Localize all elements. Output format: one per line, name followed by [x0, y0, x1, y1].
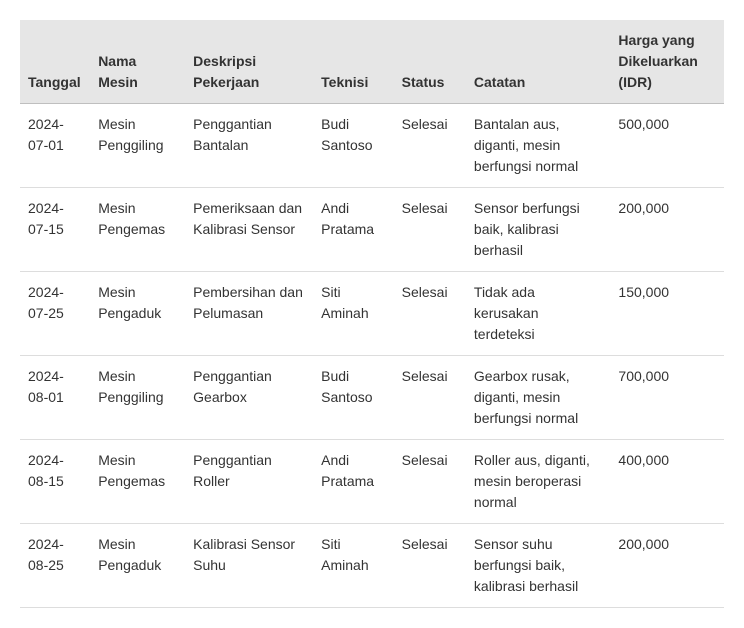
table-body: 2024-07-01Mesin PenggilingPenggantian Ba… — [20, 104, 724, 608]
cell-status: Selesai — [394, 356, 466, 440]
cell-catatan: Roller aus, diganti, mesin beroperasi no… — [466, 440, 611, 524]
cell-harga: 700,000 — [610, 356, 724, 440]
cell-deskripsi: Penggantian Bantalan — [185, 104, 313, 188]
cell-status: Selesai — [394, 524, 466, 608]
cell-teknisi: Andi Pratama — [313, 440, 394, 524]
table-row: 2024-08-25Mesin PengadukKalibrasi Sensor… — [20, 524, 724, 608]
cell-mesin: Mesin Pengaduk — [90, 524, 185, 608]
cell-catatan: Gearbox rusak, diganti, mesin berfungsi … — [466, 356, 611, 440]
cell-deskripsi: Kalibrasi Sensor Suhu — [185, 524, 313, 608]
cell-tanggal: 2024-07-01 — [20, 104, 90, 188]
cell-catatan: Sensor berfungsi baik, kalibrasi berhasi… — [466, 188, 611, 272]
table-row: 2024-07-25Mesin PengadukPembersihan dan … — [20, 272, 724, 356]
cell-deskripsi: Penggantian Roller — [185, 440, 313, 524]
cell-deskripsi: Pembersihan dan Pelumasan — [185, 272, 313, 356]
table-row: 2024-08-01Mesin PenggilingPenggantian Ge… — [20, 356, 724, 440]
cell-harga: 400,000 — [610, 440, 724, 524]
cell-catatan: Sensor suhu berfungsi baik, kalibrasi be… — [466, 524, 611, 608]
cell-catatan: Bantalan aus, diganti, mesin berfungsi n… — [466, 104, 611, 188]
col-status: Status — [394, 20, 466, 104]
col-catatan: Catatan — [466, 20, 611, 104]
cell-tanggal: 2024-07-15 — [20, 188, 90, 272]
cell-tanggal: 2024-08-01 — [20, 356, 90, 440]
cell-teknisi: Budi Santoso — [313, 356, 394, 440]
cell-harga: 500,000 — [610, 104, 724, 188]
cell-teknisi: Siti Aminah — [313, 524, 394, 608]
col-tanggal: Tanggal — [20, 20, 90, 104]
cell-mesin: Mesin Penggiling — [90, 356, 185, 440]
col-deskripsi: Deskripsi Pekerjaan — [185, 20, 313, 104]
log-table: Tanggal Nama Mesin Deskripsi Pekerjaan T… — [20, 20, 724, 608]
cell-teknisi: Budi Santoso — [313, 104, 394, 188]
table-row: 2024-07-01Mesin PenggilingPenggantian Ba… — [20, 104, 724, 188]
cell-tanggal: 2024-08-25 — [20, 524, 90, 608]
cell-status: Selesai — [394, 440, 466, 524]
cell-catatan: Tidak ada kerusakan terdeteksi — [466, 272, 611, 356]
cell-deskripsi: Penggantian Gearbox — [185, 356, 313, 440]
cell-tanggal: 2024-08-15 — [20, 440, 90, 524]
cell-deskripsi: Pemeriksaan dan Kalibrasi Sensor — [185, 188, 313, 272]
cell-mesin: Mesin Penggiling — [90, 104, 185, 188]
cell-tanggal: 2024-07-25 — [20, 272, 90, 356]
cell-status: Selesai — [394, 188, 466, 272]
cell-teknisi: Andi Pratama — [313, 188, 394, 272]
table-row: 2024-07-15Mesin PengemasPemeriksaan dan … — [20, 188, 724, 272]
cell-harga: 200,000 — [610, 188, 724, 272]
cell-teknisi: Siti Aminah — [313, 272, 394, 356]
cell-mesin: Mesin Pengaduk — [90, 272, 185, 356]
table-header: Tanggal Nama Mesin Deskripsi Pekerjaan T… — [20, 20, 724, 104]
col-teknisi: Teknisi — [313, 20, 394, 104]
cell-mesin: Mesin Pengemas — [90, 440, 185, 524]
col-mesin: Nama Mesin — [90, 20, 185, 104]
cell-harga: 150,000 — [610, 272, 724, 356]
table-row: 2024-08-15Mesin PengemasPenggantian Roll… — [20, 440, 724, 524]
cell-status: Selesai — [394, 272, 466, 356]
cell-harga: 200,000 — [610, 524, 724, 608]
cell-status: Selesai — [394, 104, 466, 188]
cell-mesin: Mesin Pengemas — [90, 188, 185, 272]
col-harga: Harga yang Dikeluarkan (IDR) — [610, 20, 724, 104]
maintenance-log-table: Tanggal Nama Mesin Deskripsi Pekerjaan T… — [20, 20, 724, 608]
